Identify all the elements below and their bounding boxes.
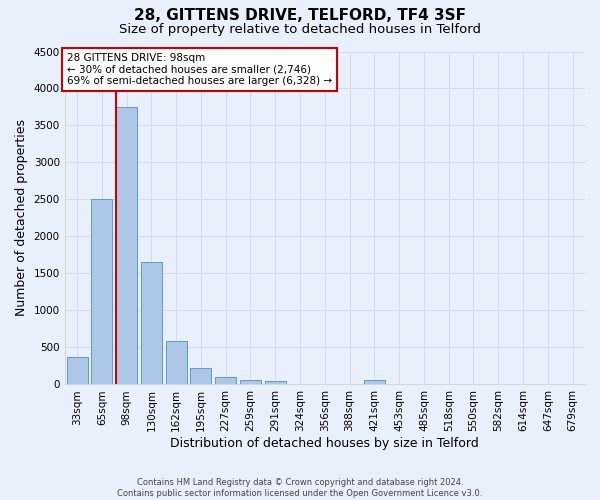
Bar	[116, 107, 137, 384]
Text: Size of property relative to detached houses in Telford: Size of property relative to detached ho…	[119, 22, 481, 36]
Bar	[67, 356, 88, 384]
X-axis label: Distribution of detached houses by size in Telford: Distribution of detached houses by size …	[170, 437, 479, 450]
Bar	[91, 200, 112, 384]
Text: 28, GITTENS DRIVE, TELFORD, TF4 3SF: 28, GITTENS DRIVE, TELFORD, TF4 3SF	[134, 8, 466, 22]
Bar	[364, 380, 385, 384]
Y-axis label: Number of detached properties: Number of detached properties	[15, 120, 28, 316]
Bar	[240, 380, 261, 384]
Bar	[190, 368, 211, 384]
Bar	[141, 262, 162, 384]
Bar	[265, 382, 286, 384]
Text: 28 GITTENS DRIVE: 98sqm
← 30% of detached houses are smaller (2,746)
69% of semi: 28 GITTENS DRIVE: 98sqm ← 30% of detache…	[67, 53, 332, 86]
Bar	[166, 341, 187, 384]
Text: Contains HM Land Registry data © Crown copyright and database right 2024.
Contai: Contains HM Land Registry data © Crown c…	[118, 478, 482, 498]
Bar	[215, 376, 236, 384]
